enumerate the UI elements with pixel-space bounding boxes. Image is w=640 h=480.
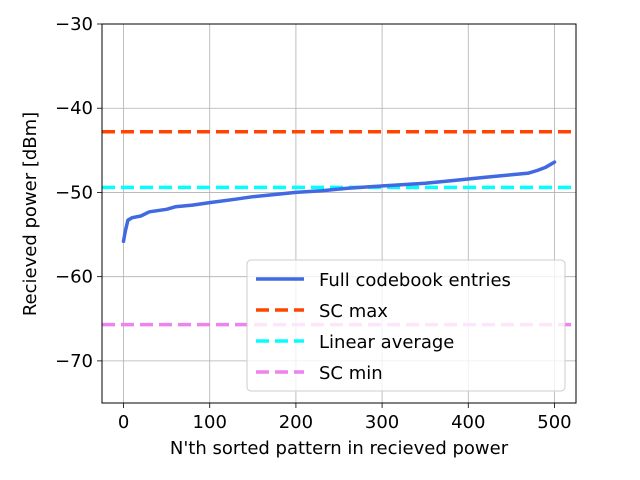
y-tick-label: −50 [55, 182, 93, 203]
series-line [121, 160, 557, 244]
legend: Full codebook entries SC max Linear averag… [246, 259, 566, 392]
y-tick-label: −70 [55, 351, 93, 372]
data-series [121, 160, 557, 244]
x-tick-label: 100 [193, 412, 227, 433]
y-tick-label: −60 [55, 267, 93, 288]
x-tick-label: 200 [279, 412, 313, 433]
x-tick-label: 400 [451, 412, 485, 433]
legend-label: SC min [319, 363, 383, 384]
legend-label: Full codebook entries [319, 270, 511, 291]
axis-ticks: 0 100 200 300 400 500 −70 −60 −50 −40 −30 [55, 14, 572, 433]
x-tick-label: 300 [365, 412, 399, 433]
x-tick-label: 500 [537, 412, 571, 433]
y-axis-label: Recieved power [dBm] [20, 112, 41, 316]
x-tick-label: 0 [118, 412, 129, 433]
legend-label: SC max [319, 301, 388, 322]
y-tick-label: −40 [55, 98, 93, 119]
x-axis-label: N'th sorted pattern in recieved power [170, 438, 509, 459]
legend-box [246, 259, 566, 392]
y-tick-label: −30 [55, 14, 93, 35]
plot-frame [101, 23, 577, 404]
legend-label: Linear average [319, 332, 454, 353]
